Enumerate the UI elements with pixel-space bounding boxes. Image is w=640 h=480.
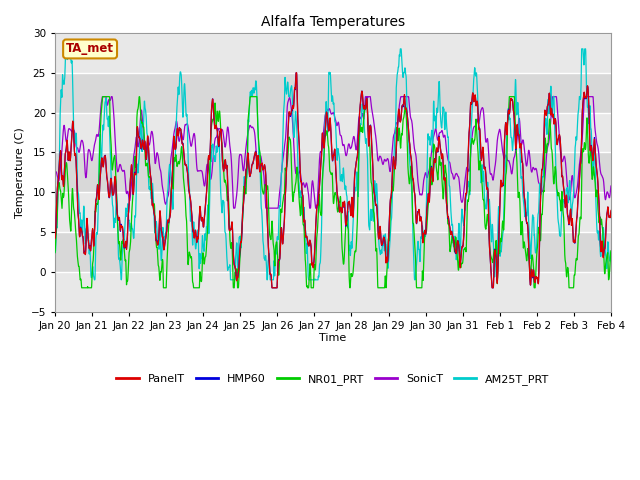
AM25T_PRT: [596, 251, 604, 257]
NR01_PRT: [265, 202, 273, 208]
PanelT: [268, 285, 276, 291]
SonicT: [148, 129, 156, 134]
NR01_PRT: [148, 187, 156, 193]
NR01_PRT: [115, 241, 123, 247]
PanelT: [148, 181, 156, 187]
Bar: [55, 73, 611, 113]
Legend: PanelT, HMP60, NR01_PRT, SonicT, AM25T_PRT: PanelT, HMP60, NR01_PRT, SonicT, AM25T_P…: [112, 370, 554, 390]
Bar: [55, 113, 611, 153]
PanelT: [292, 70, 300, 76]
HMP60: [148, 180, 156, 186]
AM25T_PRT: [607, 250, 615, 255]
PanelT: [264, 239, 272, 245]
SonicT: [99, 94, 106, 99]
HMP60: [537, 196, 545, 202]
Bar: [55, 192, 611, 232]
NR01_PRT: [99, 94, 107, 99]
Bar: [55, 153, 611, 192]
HMP60: [607, 209, 615, 215]
AM25T_PRT: [537, 191, 545, 196]
HMP60: [268, 285, 276, 291]
Line: SonicT: SonicT: [55, 96, 611, 208]
Title: Alfalfa Temperatures: Alfalfa Temperatures: [261, 15, 405, 29]
PanelT: [537, 196, 545, 202]
NR01_PRT: [537, 238, 545, 244]
NR01_PRT: [51, 250, 59, 255]
NR01_PRT: [78, 285, 86, 291]
Bar: [55, 33, 611, 73]
X-axis label: Time: Time: [319, 334, 347, 344]
SonicT: [51, 169, 59, 175]
Text: TA_met: TA_met: [66, 42, 114, 56]
AM25T_PRT: [51, 250, 59, 255]
AM25T_PRT: [265, 257, 273, 263]
NR01_PRT: [289, 195, 296, 201]
SonicT: [596, 168, 604, 174]
HMP60: [51, 234, 59, 240]
Line: AM25T_PRT: AM25T_PRT: [55, 49, 611, 280]
Line: HMP60: HMP60: [55, 73, 611, 288]
SonicT: [537, 185, 545, 191]
AM25T_PRT: [62, 46, 70, 52]
AM25T_PRT: [289, 106, 296, 111]
PanelT: [607, 207, 615, 213]
SonicT: [607, 183, 615, 189]
Bar: [55, 232, 611, 272]
Y-axis label: Temperature (C): Temperature (C): [15, 127, 25, 218]
PanelT: [596, 239, 604, 245]
Line: PanelT: PanelT: [55, 73, 611, 288]
HMP60: [264, 240, 272, 246]
SonicT: [265, 205, 273, 211]
SonicT: [289, 120, 296, 126]
HMP60: [115, 217, 122, 223]
NR01_PRT: [607, 248, 615, 254]
SonicT: [115, 167, 122, 173]
Line: NR01_PRT: NR01_PRT: [55, 96, 611, 288]
NR01_PRT: [596, 219, 604, 225]
Bar: [55, 272, 611, 312]
AM25T_PRT: [90, 277, 98, 283]
PanelT: [115, 216, 122, 222]
PanelT: [289, 104, 296, 109]
HMP60: [289, 106, 296, 111]
SonicT: [230, 205, 237, 211]
HMP60: [596, 239, 604, 244]
PanelT: [51, 236, 59, 241]
HMP60: [292, 70, 300, 76]
AM25T_PRT: [115, 256, 123, 262]
AM25T_PRT: [148, 193, 156, 199]
